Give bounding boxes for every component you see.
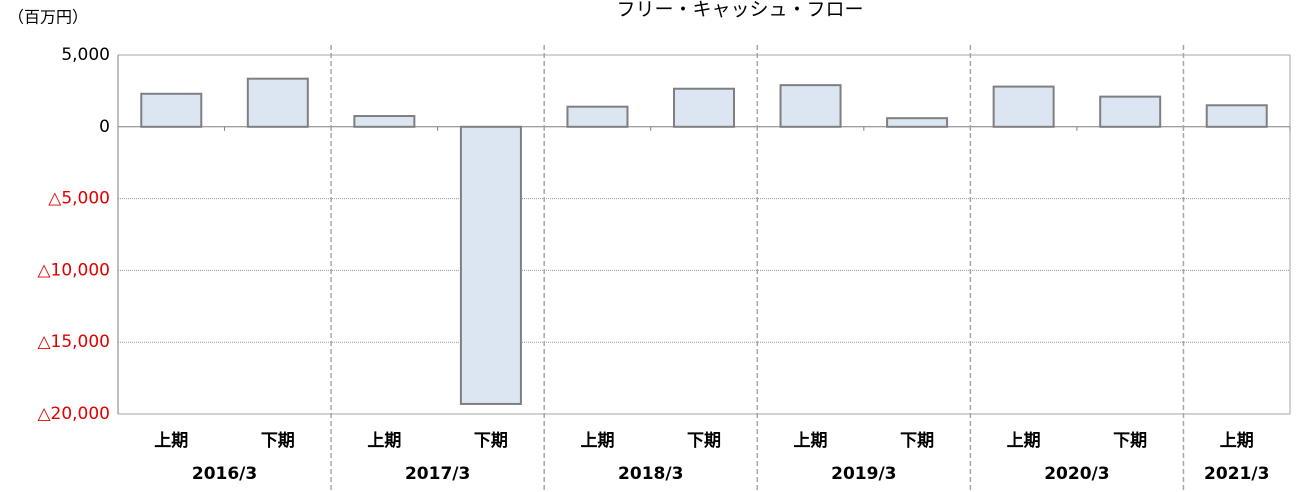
bar bbox=[1099, 95, 1162, 128]
group-label: 2018/3 bbox=[618, 464, 683, 484]
x-tick-label: 上期 bbox=[154, 431, 188, 451]
y-axis-label: （百万円） bbox=[8, 8, 88, 27]
x-tick-label: 上期 bbox=[580, 431, 614, 451]
y-tick-label: 0 bbox=[99, 117, 110, 137]
bar bbox=[566, 105, 629, 128]
y-tick-label: △10,000 bbox=[37, 260, 110, 280]
y-tick-label: 5,000 bbox=[61, 45, 110, 65]
bar bbox=[353, 115, 416, 128]
chart-title: フリー・キャッシュ・フロー bbox=[616, 0, 863, 21]
x-tick-label: 上期 bbox=[1007, 431, 1041, 451]
bar bbox=[246, 77, 309, 128]
group-label: 2017/3 bbox=[405, 464, 470, 484]
x-tick-label: 下期 bbox=[261, 431, 295, 451]
x-tick-label: 下期 bbox=[1113, 431, 1147, 451]
group-label: 2019/3 bbox=[831, 464, 896, 484]
bar bbox=[140, 92, 203, 128]
bar bbox=[1205, 104, 1268, 128]
bar bbox=[459, 125, 522, 405]
group-label: 2020/3 bbox=[1044, 464, 1109, 484]
x-tick-label: 下期 bbox=[687, 431, 721, 451]
bar bbox=[886, 117, 949, 128]
bar bbox=[779, 84, 842, 128]
x-tick-label: 下期 bbox=[900, 431, 934, 451]
bar bbox=[992, 85, 1055, 128]
x-tick-label: 上期 bbox=[367, 431, 401, 451]
group-label: 2016/3 bbox=[192, 464, 257, 484]
x-tick-label: 上期 bbox=[794, 431, 828, 451]
y-tick-label: △5,000 bbox=[48, 189, 110, 209]
x-tick-label: 上期 bbox=[1220, 431, 1254, 451]
group-label: 2021/3 bbox=[1204, 464, 1269, 484]
x-tick-label: 下期 bbox=[474, 431, 508, 451]
y-tick-label: △15,000 bbox=[37, 332, 110, 352]
y-tick-label: △20,000 bbox=[37, 404, 110, 424]
bar bbox=[673, 87, 735, 128]
